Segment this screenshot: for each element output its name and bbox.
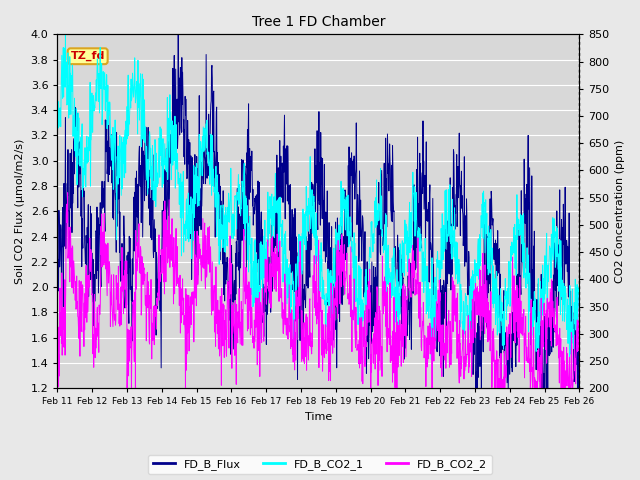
X-axis label: Time: Time [305,412,332,422]
Legend: FD_B_Flux, FD_B_CO2_1, FD_B_CO2_2: FD_B_Flux, FD_B_CO2_1, FD_B_CO2_2 [148,455,492,474]
Title: Tree 1 FD Chamber: Tree 1 FD Chamber [252,15,385,29]
Text: TZ_fd: TZ_fd [70,51,105,61]
Y-axis label: Soil CO2 Flux (μmol/m2/s): Soil CO2 Flux (μmol/m2/s) [15,139,25,284]
Y-axis label: CO2 Concentration (ppm): CO2 Concentration (ppm) [615,140,625,283]
